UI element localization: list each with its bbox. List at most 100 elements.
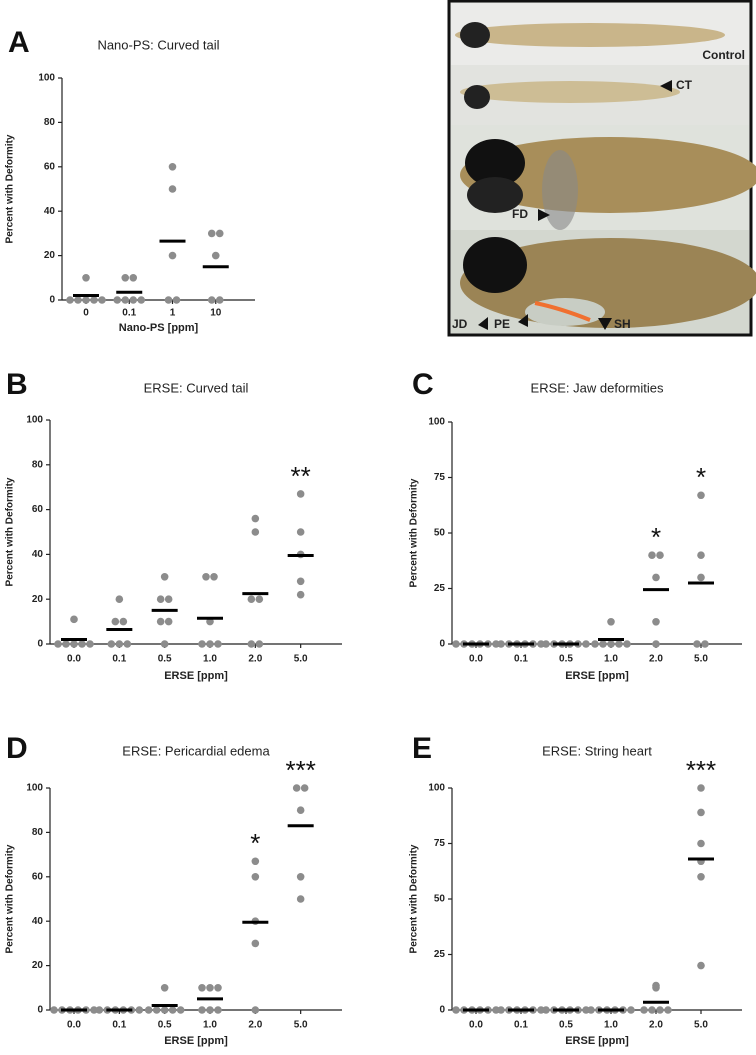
fish: [460, 81, 680, 103]
x-tick-label: 5.0: [294, 1020, 308, 1031]
x-tick-label: 10: [210, 308, 222, 319]
x-tick-label: 0.1: [122, 308, 136, 319]
data-point: [452, 1006, 460, 1014]
data-point: [70, 615, 78, 624]
data-point: [95, 1006, 104, 1014]
y-tick-label: 80: [44, 117, 56, 128]
data-point: [115, 595, 124, 603]
data-point: [296, 873, 305, 881]
data-point: [135, 1006, 144, 1014]
data-point: [123, 640, 132, 648]
data-point: [648, 1006, 656, 1014]
data-point: [107, 640, 116, 648]
y-tick-label: 50: [434, 894, 446, 905]
data-point: [198, 1006, 206, 1014]
data-point: [247, 595, 256, 603]
data-point: [202, 573, 210, 581]
data-point: [542, 640, 550, 648]
x-tick-label: 0.5: [559, 654, 573, 665]
data-point: [652, 618, 660, 626]
data-point: [497, 1006, 505, 1014]
data-point: [121, 296, 130, 304]
data-point: [623, 640, 631, 648]
data-point: [697, 491, 705, 500]
data-point: [652, 573, 660, 582]
data-point: [82, 274, 90, 282]
data-point: [251, 514, 260, 523]
y-tick-label: 75: [434, 472, 446, 483]
panel-letter: E: [412, 732, 432, 765]
y-axis-label: Percent with Deformity: [5, 477, 16, 586]
y-axis-label: Percent with Deformity: [409, 844, 420, 953]
data-point: [74, 296, 82, 304]
data-point: [70, 640, 78, 648]
data-point: [168, 163, 177, 171]
data-point: [656, 551, 664, 559]
data-point: [627, 1006, 635, 1014]
significance: ***: [285, 755, 315, 785]
y-tick-label: 25: [434, 949, 446, 960]
data-point: [607, 618, 615, 626]
y-tick-label: 80: [32, 459, 44, 470]
data-point: [697, 808, 705, 817]
x-tick-label: 0.0: [469, 1020, 483, 1031]
data-point: [172, 296, 181, 304]
data-point: [497, 640, 505, 648]
data-point: [78, 640, 86, 648]
y-tick-label: 100: [26, 415, 43, 426]
fish: [455, 23, 725, 47]
x-tick-label: 0.0: [469, 654, 483, 665]
significance: ***: [686, 755, 716, 785]
data-point: [137, 296, 146, 304]
data-point: [82, 296, 90, 304]
y-tick-label: 75: [434, 838, 446, 849]
x-tick-label: 0.5: [158, 654, 172, 665]
fish-eye: [460, 22, 490, 48]
data-point: [86, 640, 94, 648]
data-point: [697, 839, 705, 848]
chart-title: ERSE: Pericardial edema: [122, 743, 270, 758]
x-axis-label: ERSE [ppm]: [565, 1035, 629, 1047]
y-tick-label: 25: [434, 583, 446, 594]
fish-eye: [463, 237, 527, 293]
data-point: [214, 984, 222, 992]
panel-letter: D: [6, 732, 28, 765]
data-point: [215, 229, 224, 238]
data-point: [206, 1006, 214, 1014]
data-point: [210, 573, 218, 581]
data-point: [119, 617, 128, 626]
data-point: [247, 640, 256, 648]
data-point: [206, 984, 214, 992]
data-point: [664, 1006, 672, 1014]
photo-label: CT: [676, 78, 693, 92]
data-point: [160, 573, 169, 581]
panel-letter: B: [6, 368, 28, 401]
data-point: [111, 617, 120, 626]
y-tick-label: 20: [32, 960, 44, 971]
data-point: [656, 1006, 664, 1014]
data-point: [54, 640, 62, 648]
x-tick-label: 0.1: [514, 654, 528, 665]
fish-eye: [464, 85, 490, 109]
arrow: [538, 209, 550, 221]
data-point: [697, 961, 705, 970]
data-point: [693, 640, 701, 648]
data-point: [214, 1006, 222, 1014]
fish-fin: [542, 150, 578, 230]
data-point: [90, 1006, 98, 1014]
photo-panel: Control CT FD JD PE SH: [447, 0, 756, 337]
y-axis-label: Percent with Deformity: [5, 844, 16, 953]
data-point: [198, 640, 206, 648]
data-point: [652, 640, 660, 648]
data-point: [697, 784, 705, 792]
chart-title: ERSE: Curved tail: [144, 380, 249, 395]
data-point: [156, 595, 165, 603]
data-point: [255, 640, 264, 648]
x-axis-label: ERSE [ppm]: [164, 1035, 228, 1047]
y-tick-label: 0: [439, 639, 445, 650]
data-point: [652, 981, 660, 990]
data-point: [452, 640, 460, 648]
data-point: [697, 573, 705, 582]
data-point: [66, 296, 74, 304]
data-point: [697, 551, 705, 559]
